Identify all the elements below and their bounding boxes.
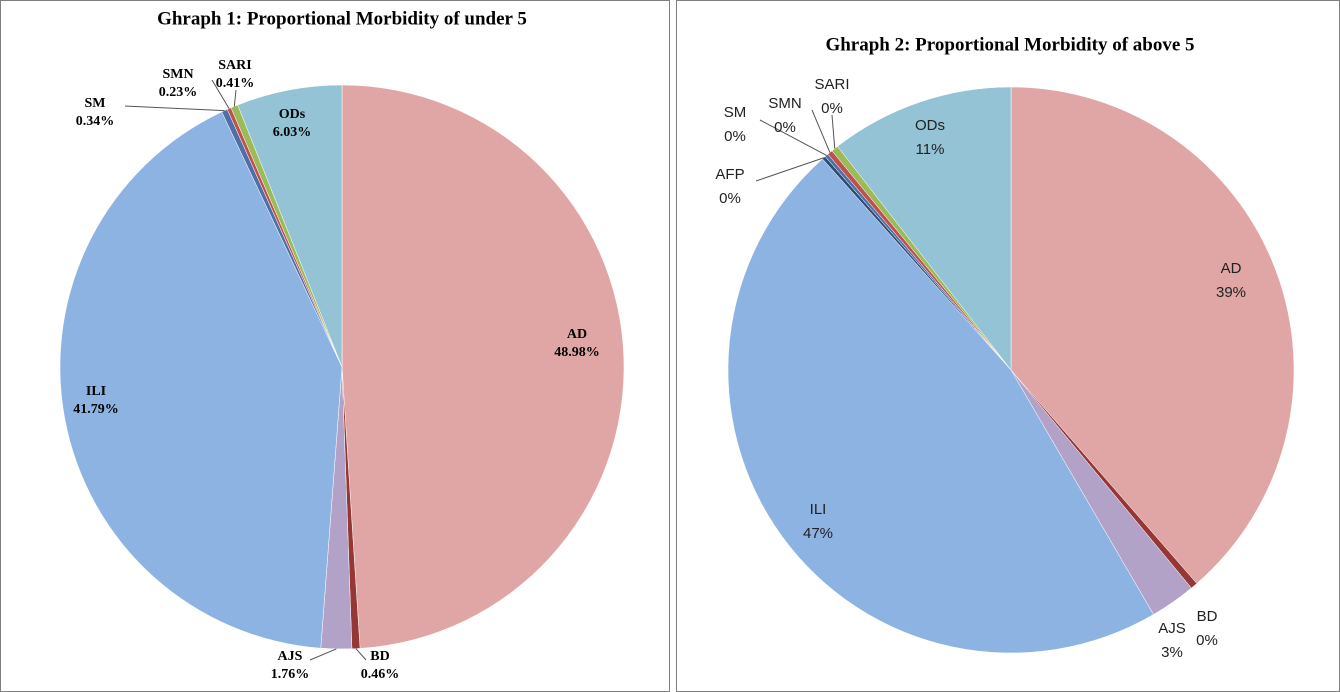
slice-label: SARI [218,58,251,73]
slice-value-label: 48.98% [554,345,600,360]
leader-line [811,109,831,153]
slice-label: AD [1221,260,1242,277]
leader-line [124,105,225,112]
leader-line [309,648,337,661]
slice-label: ILI [86,384,106,399]
slice-label: SMN [162,67,193,82]
slice-value-label: 41.79% [73,402,119,417]
leader-line [759,119,827,156]
slice-label: SARI [814,76,849,93]
slice-label: SMN [768,95,801,112]
slice-label: BD [1197,608,1218,625]
slice-value-label: 3% [1161,644,1183,661]
slice-label: AD [567,327,587,342]
pie-slice [1010,86,1295,584]
slice-value-label: 0.41% [216,76,255,91]
slice-value-label: 39% [1216,284,1246,301]
chart-title: Ghraph 1: Proportional Morbidity of unde… [157,8,527,29]
chart-title: Ghraph 2: Proportional Morbidity of abov… [825,34,1194,55]
slice-label: SM [724,104,747,121]
slice-value-label: 0% [724,128,746,145]
slice-value-label: 0.34% [76,114,115,129]
slice-value-label: 0% [1196,632,1218,649]
slice-label: ODs [915,117,945,134]
slice-value-label: 0.46% [361,667,400,682]
slice-value-label: 11% [916,141,945,158]
slice-label: ODs [279,107,306,122]
leader-line [233,89,237,107]
slice-label: SM [85,96,106,111]
slice-value-label: 0% [774,119,796,136]
slice-value-label: 6.03% [273,125,312,140]
slice-value-label: 1.76% [271,667,310,682]
slice-label: BD [370,649,389,664]
leader-line [355,648,367,661]
pie-slice [837,86,1012,371]
pie-slice [727,158,1154,654]
slice-value-label: 0.23% [159,85,198,100]
slice-label: ILI [810,501,827,518]
pie-slice [341,84,625,649]
pie-slice [59,111,343,649]
leader-line [755,157,825,182]
slice-value-label: 47% [803,525,833,542]
leader-line [831,114,836,149]
pie-slice [237,84,343,368]
slice-value-label: 0% [821,100,843,117]
leader-line [211,79,230,109]
slice-label: AJS [1158,620,1186,637]
slice-label: AJS [278,649,303,664]
slice-value-label: 0% [719,190,741,207]
slice-label: AFP [715,166,744,183]
